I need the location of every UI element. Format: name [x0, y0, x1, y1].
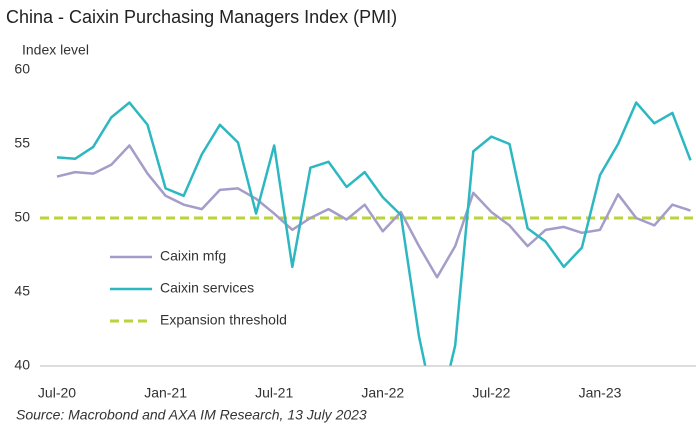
y-tick-label: 60	[14, 61, 30, 77]
x-tick-label: Jul-21	[255, 385, 293, 401]
legend-label: Expansion threshold	[160, 312, 287, 328]
x-tick-label: Jul-20	[38, 385, 76, 401]
source-note: Source: Macrobond and AXA IM Research, 1…	[16, 407, 367, 423]
y-tick-label: 45	[14, 283, 30, 299]
legend-label: Caixin mfg	[160, 248, 226, 264]
y-tick-label: 40	[14, 357, 30, 373]
chart-title: China - Caixin Purchasing Managers Index…	[6, 7, 397, 27]
y-axis-label: Index level	[22, 42, 89, 58]
series-line	[56, 101, 692, 366]
x-tick-label: Jan-22	[361, 385, 404, 401]
plot-area	[40, 101, 696, 366]
series-line	[56, 144, 691, 279]
y-tick-label: 55	[14, 135, 30, 151]
x-tick-label: Jul-22	[472, 385, 510, 401]
y-tick-label: 50	[14, 209, 30, 225]
x-tick-label: Jan-21	[144, 385, 187, 401]
legend-label: Caixin services	[160, 280, 254, 296]
x-tick-label: Jan-23	[579, 385, 622, 401]
